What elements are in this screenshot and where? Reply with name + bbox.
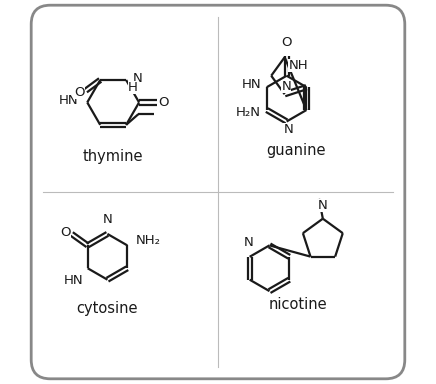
FancyBboxPatch shape (31, 5, 405, 379)
Text: H: H (128, 81, 138, 94)
Text: O: O (158, 96, 168, 109)
Text: thymine: thymine (83, 149, 143, 164)
Text: HN: HN (242, 78, 261, 91)
Text: N: N (283, 122, 293, 136)
Text: cytosine: cytosine (77, 301, 138, 316)
Text: HN: HN (63, 274, 83, 287)
Text: O: O (61, 225, 71, 238)
Text: N: N (281, 80, 291, 93)
Text: guanine: guanine (266, 142, 326, 157)
Text: N: N (133, 72, 143, 85)
Text: NH₂: NH₂ (136, 234, 160, 247)
Text: nicotine: nicotine (269, 297, 327, 312)
Text: NH: NH (289, 59, 308, 72)
Text: H₂N: H₂N (236, 106, 261, 119)
Text: O: O (281, 36, 292, 50)
Text: HN: HN (59, 94, 79, 107)
Text: N: N (318, 199, 328, 212)
Text: O: O (75, 86, 85, 99)
Text: N: N (102, 213, 112, 226)
Text: N: N (244, 236, 254, 249)
